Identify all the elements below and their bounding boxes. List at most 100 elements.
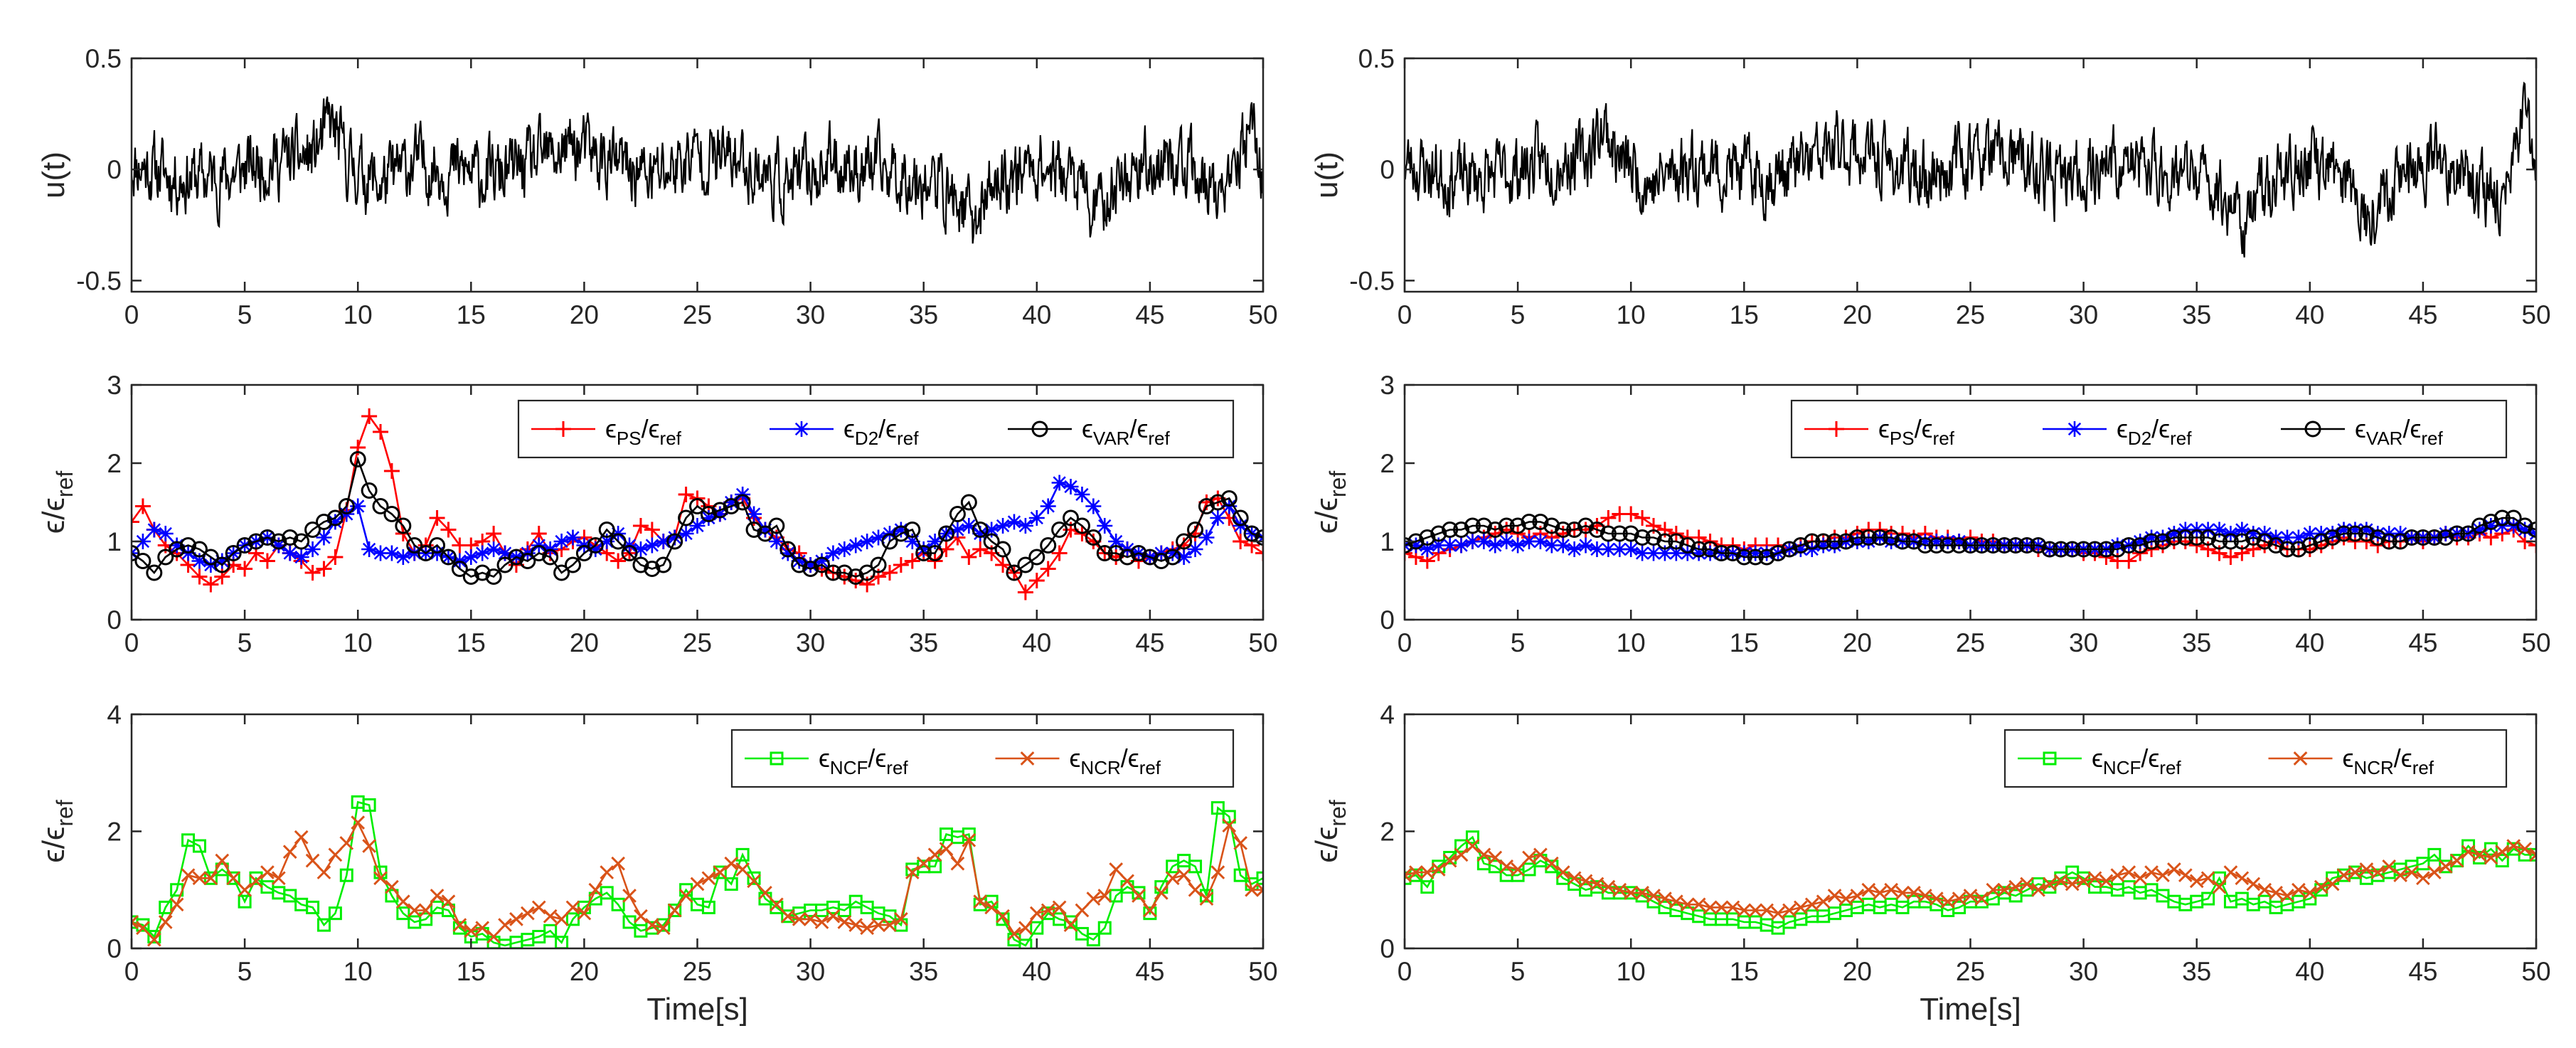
marker-ϵPS/ϵref-1 bbox=[134, 498, 151, 514]
marker-ϵVAR/ϵref-72 bbox=[938, 525, 955, 542]
marker-ϵNCR/ϵref-25 bbox=[1680, 897, 1695, 912]
x-tick-label: 25 bbox=[1956, 628, 1985, 657]
y-tick-label: 2 bbox=[107, 817, 122, 847]
x-tick-label: 15 bbox=[457, 300, 486, 329]
marker-ϵD2/ϵref-37 bbox=[1815, 537, 1831, 554]
marker-ϵVAR/ϵref-0 bbox=[1405, 537, 1413, 554]
marker-ϵD2/ϵref-58 bbox=[779, 545, 796, 561]
marker-ϵVAR/ϵref-96 bbox=[2482, 514, 2499, 530]
marker-ϵVAR/ϵref-26 bbox=[1691, 541, 1708, 558]
x-tick-label: 40 bbox=[1022, 628, 1051, 657]
marker-ϵNCF/ϵref-89 bbox=[1132, 886, 1146, 900]
marker-ϵVAR/ϵref-61 bbox=[2087, 541, 2104, 558]
marker-ϵNCR/ϵref-19 bbox=[339, 836, 354, 850]
marker-ϵVAR/ϵref-0 bbox=[132, 545, 140, 561]
marker-ϵNCF/ϵref-10 bbox=[238, 894, 252, 909]
marker-ϵNCR/ϵref-24 bbox=[1668, 894, 1683, 909]
y-tick-label: 0.5 bbox=[85, 44, 122, 73]
marker-ϵVAR/ϵref-75 bbox=[972, 522, 989, 538]
marker-ϵVAR/ϵref-91 bbox=[2426, 529, 2443, 546]
marker-ϵVAR/ϵref-84 bbox=[1073, 517, 1090, 534]
marker-ϵD2/ϵref-35 bbox=[1792, 541, 1809, 557]
marker-ϵNCR/ϵref-57 bbox=[770, 897, 784, 912]
marker-ϵNCR/ϵref-40 bbox=[1850, 889, 1865, 903]
marker-ϵNCR/ϵref-54 bbox=[2008, 879, 2023, 894]
marker-ϵPS/ϵref-46 bbox=[644, 522, 660, 538]
marker-ϵVAR/ϵref-46 bbox=[1917, 537, 1934, 554]
marker-ϵVAR/ϵref-28 bbox=[440, 549, 457, 566]
marker-ϵD2/ϵref-78 bbox=[1006, 514, 1022, 530]
marker-ϵD2/ϵref-62 bbox=[825, 545, 841, 561]
marker-ϵNCR/ϵref-39 bbox=[565, 900, 580, 915]
marker-ϵPS/ϵref-28 bbox=[440, 522, 457, 538]
marker-ϵD2/ϵref-22 bbox=[373, 545, 389, 561]
marker-ϵNCF/ϵref-48 bbox=[668, 904, 682, 918]
marker-ϵNCR/ϵref-74 bbox=[962, 832, 976, 847]
marker-ϵVAR/ϵref-24 bbox=[1668, 533, 1685, 550]
x-tick-label: 0 bbox=[1398, 957, 1412, 986]
marker-ϵNCR/ϵref-41 bbox=[588, 882, 603, 897]
x-tick-label: 10 bbox=[344, 628, 373, 657]
marker-ϵVAR/ϵref-18 bbox=[1600, 525, 1617, 542]
marker-ϵVAR/ϵref-16 bbox=[304, 522, 321, 538]
marker-ϵVAR/ϵref-23 bbox=[1656, 533, 1673, 550]
marker-ϵVAR/ϵref-20 bbox=[1622, 525, 1639, 542]
marker-ϵVAR/ϵref-66 bbox=[870, 556, 887, 573]
marker-ϵVAR/ϵref-13 bbox=[270, 533, 287, 550]
marker-ϵD2/ϵref-73 bbox=[949, 522, 966, 538]
marker-ϵNCR/ϵref-57 bbox=[2043, 877, 2057, 891]
marker-ϵVAR/ϵref-33 bbox=[1769, 545, 1787, 561]
x-tick-label: 20 bbox=[1843, 300, 1872, 329]
marker-ϵD2/ϵref-82 bbox=[1051, 475, 1068, 491]
marker-ϵD2/ϵref-56 bbox=[757, 522, 773, 538]
marker-ϵNCR/ϵref-63 bbox=[2110, 868, 2125, 883]
marker-ϵD2/ϵref-64 bbox=[848, 537, 864, 554]
marker-ϵVAR/ϵref-25 bbox=[406, 537, 423, 554]
marker-ϵNCR/ϵref-17 bbox=[316, 865, 331, 879]
marker-ϵD2/ϵref-77 bbox=[995, 518, 1011, 534]
x-tick-label: 10 bbox=[1617, 300, 1646, 329]
marker-ϵPS/ϵref-legend bbox=[555, 421, 571, 437]
marker-ϵNCR/ϵref-45 bbox=[634, 909, 648, 923]
marker-ϵNCR/ϵref-52 bbox=[713, 865, 728, 879]
marker-ϵNCF/ϵref-5 bbox=[1454, 839, 1469, 853]
y-tick-label: 0 bbox=[107, 934, 122, 963]
marker-ϵNCR/ϵref-71 bbox=[927, 847, 942, 862]
marker-ϵNCR/ϵref-88 bbox=[1120, 874, 1134, 889]
marker-ϵVAR/ϵref-42 bbox=[598, 522, 615, 538]
marker-ϵVAR/ϵref-43 bbox=[1883, 529, 1900, 546]
marker-ϵVAR/ϵref-legend bbox=[2304, 420, 2321, 438]
marker-ϵD2/ϵref-50 bbox=[689, 518, 706, 534]
marker-ϵNCR/ϵref-5 bbox=[181, 868, 196, 883]
marker-ϵNCR/ϵref-16 bbox=[305, 853, 320, 868]
marker-ϵNCR/ϵref-3 bbox=[1431, 862, 1446, 877]
marker-ϵNCR/ϵref-11 bbox=[1522, 850, 1536, 865]
marker-ϵPS/ϵref-20 bbox=[1623, 506, 1639, 522]
legend-label: ϵNCF/ϵref bbox=[2092, 743, 2181, 778]
panel-input-left: 0 5 10 15 20 25 30 35 40 45 50-0.500.5u(t) bbox=[36, 44, 1278, 329]
x-tick-label: 5 bbox=[1511, 300, 1526, 329]
marker-ϵNCR/ϵref-91 bbox=[2427, 865, 2442, 879]
legend-label: ϵNCR/ϵref bbox=[2343, 743, 2434, 778]
marker-ϵVAR/ϵref-38 bbox=[1826, 533, 1843, 550]
marker-ϵNCR/ϵref-1 bbox=[136, 921, 150, 936]
marker-ϵVAR/ϵref-95 bbox=[1198, 498, 1215, 514]
marker-ϵD2/ϵref-57 bbox=[768, 534, 784, 549]
marker-ϵVAR/ϵref-94 bbox=[1187, 522, 1204, 538]
marker-ϵD2/ϵref-24 bbox=[395, 549, 411, 565]
marker-ϵNCR/ϵref-47 bbox=[656, 921, 671, 936]
marker-ϵNCR/ϵref-53 bbox=[724, 856, 739, 871]
marker-ϵNCR/ϵref-21 bbox=[362, 839, 376, 853]
marker-ϵVAR/ϵref-27 bbox=[429, 537, 446, 554]
marker-ϵVAR/ϵref-44 bbox=[1894, 533, 1911, 550]
marker-ϵVAR/ϵref-92 bbox=[1164, 549, 1181, 566]
marker-ϵNCR/ϵref-94 bbox=[1188, 882, 1203, 897]
marker-ϵVAR/ϵref-3 bbox=[1430, 525, 1447, 542]
marker-ϵVAR/ϵref-13 bbox=[1543, 517, 1560, 534]
marker-ϵD2/ϵref-94 bbox=[1187, 541, 1203, 557]
marker-ϵNCF/ϵref-79 bbox=[1018, 938, 1033, 948]
x-tick-label: 25 bbox=[683, 628, 712, 657]
x-tick-label: 0 bbox=[124, 957, 139, 986]
marker-ϵVAR/ϵref-32 bbox=[485, 568, 502, 585]
marker-ϵNCR/ϵref-20 bbox=[1624, 885, 1639, 900]
